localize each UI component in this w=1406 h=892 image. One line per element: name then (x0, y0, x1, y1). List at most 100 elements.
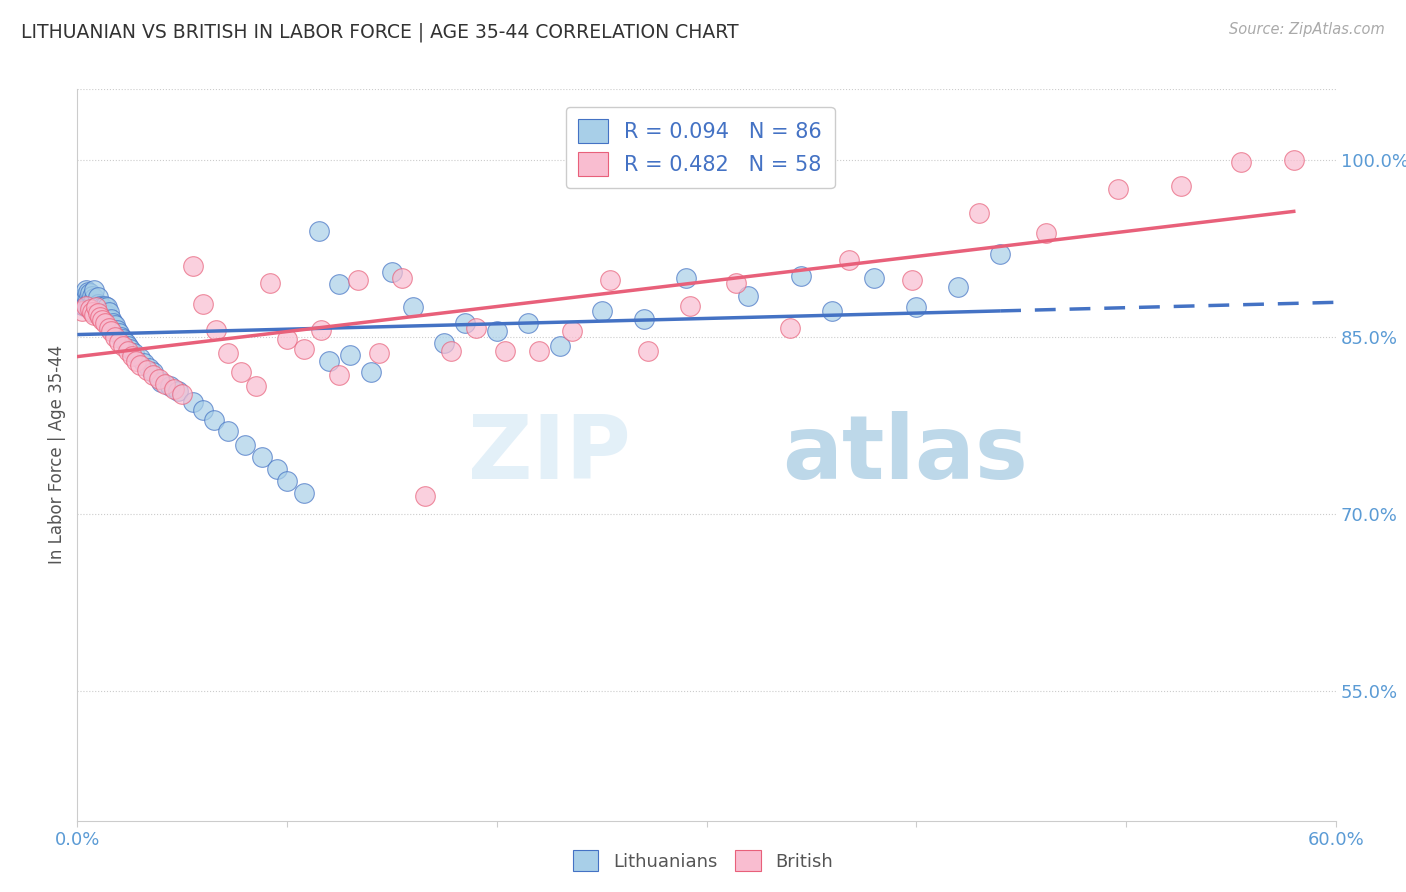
Point (308, 224, 330, 238)
Point (217, 425, 239, 439)
Point (114, 335, 136, 350)
Point (70, 304, 93, 318)
Point (84, 299, 107, 313)
Point (167, 384, 190, 399)
Point (89, 306, 111, 320)
Point (181, 259, 204, 273)
Point (100, 324, 122, 338)
Point (821, 304, 844, 318)
Point (83, 297, 105, 311)
Point (292, 485, 315, 500)
Point (118, 342, 141, 356)
Point (108, 326, 131, 341)
Point (97, 320, 120, 334)
Point (988, 247, 1011, 261)
Point (83, 291, 105, 305)
Text: LITHUANIAN VS BRITISH IN LABOR FORCE | AGE 35-44 CORRELATION CHART: LITHUANIAN VS BRITISH IN LABOR FORCE | A… (21, 22, 738, 42)
Point (838, 253, 860, 268)
Point (76, 285, 98, 299)
Y-axis label: In Labor Force | Age 35-44: In Labor Force | Age 35-44 (48, 345, 66, 565)
Point (454, 316, 477, 330)
Point (89, 310, 111, 324)
Point (245, 379, 267, 393)
Point (494, 344, 516, 359)
Point (148, 372, 170, 386)
Point (96, 301, 118, 315)
Point (1035, 226, 1057, 240)
Point (527, 344, 550, 359)
Point (599, 273, 621, 287)
Text: atlas: atlas (782, 411, 1028, 499)
Point (76, 292, 98, 306)
Point (675, 271, 697, 285)
Point (276, 474, 298, 488)
Point (87, 297, 110, 311)
Point (339, 348, 361, 362)
Point (259, 276, 281, 290)
Point (122, 346, 145, 360)
Point (402, 301, 425, 315)
Point (83, 283, 105, 297)
Point (75, 299, 97, 313)
Point (117, 339, 139, 353)
Point (637, 344, 659, 359)
Point (76, 301, 98, 315)
Point (191, 403, 215, 417)
Point (276, 332, 298, 346)
Text: ZIP: ZIP (468, 411, 631, 499)
Point (80, 288, 103, 302)
Point (163, 382, 186, 396)
Point (87, 304, 110, 318)
Point (863, 271, 886, 285)
Point (96, 308, 118, 322)
Point (104, 318, 127, 333)
Point (134, 356, 156, 370)
Point (142, 365, 165, 379)
Point (87, 290, 110, 304)
Point (633, 312, 655, 326)
Point (105, 323, 128, 337)
Point (79, 301, 101, 316)
Point (347, 273, 370, 287)
Point (181, 394, 204, 409)
Point (901, 273, 924, 287)
Point (679, 299, 702, 313)
Point (1282, 153, 1305, 167)
Point (138, 360, 160, 375)
Point (87, 306, 110, 320)
Point (121, 349, 143, 363)
Point (229, 365, 252, 379)
Point (172, 386, 194, 401)
Point (142, 368, 165, 382)
Point (125, 353, 148, 368)
Point (80, 295, 103, 310)
Point (96, 316, 118, 330)
Point (391, 271, 413, 285)
Point (135, 363, 157, 377)
Point (368, 346, 391, 360)
Text: Source: ZipAtlas.com: Source: ZipAtlas.com (1229, 22, 1385, 37)
Point (91, 313, 114, 327)
Point (1170, 178, 1192, 193)
Point (67, 297, 90, 311)
Point (129, 358, 152, 372)
Point (70, 292, 93, 306)
Point (250, 450, 273, 465)
Point (967, 206, 990, 220)
Point (91, 301, 114, 315)
Point (204, 323, 226, 337)
Point (97, 313, 120, 327)
Legend: R = 0.094   N = 86, R = 0.482   N = 58: R = 0.094 N = 86, R = 0.482 N = 58 (567, 107, 835, 188)
Point (80, 302, 103, 317)
Point (108, 334, 131, 349)
Point (202, 412, 225, 426)
Point (150, 375, 173, 389)
Point (79, 294, 101, 309)
Point (309, 323, 332, 337)
Point (75, 297, 97, 311)
Point (485, 324, 508, 338)
Point (84, 306, 107, 320)
Point (948, 280, 970, 294)
Point (93, 306, 115, 320)
Point (112, 339, 135, 353)
